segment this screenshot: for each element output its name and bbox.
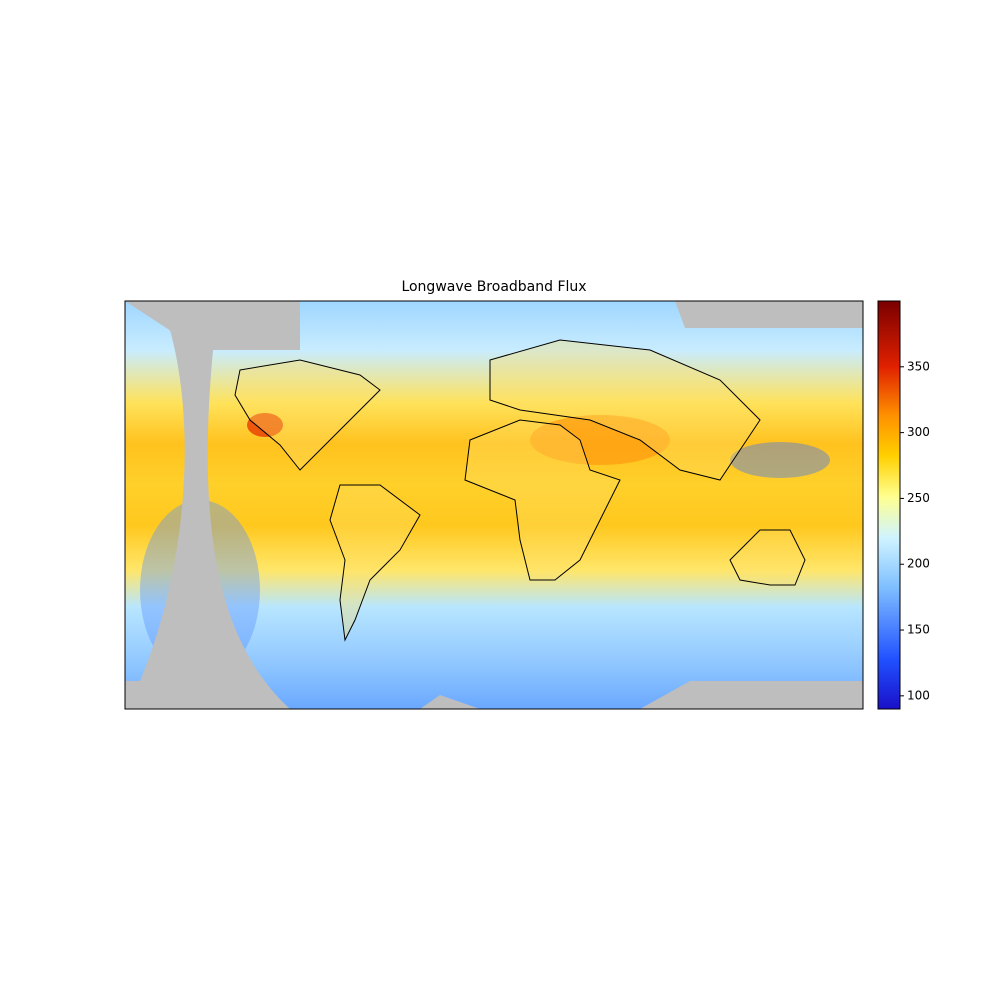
colorbar-tick-label: 300 xyxy=(907,425,930,439)
colorbar-tick-label: 100 xyxy=(907,688,930,702)
title: Longwave Broadband Flux xyxy=(401,279,586,295)
colorbar-tick-label: 250 xyxy=(907,491,930,505)
colorbar-tick-label: 200 xyxy=(907,557,930,571)
colorbar xyxy=(877,300,901,710)
map xyxy=(125,301,863,709)
map-frame xyxy=(124,300,864,710)
colorbar-tick-label: 350 xyxy=(907,359,930,373)
colorbar-tick-label: 150 xyxy=(907,623,930,637)
